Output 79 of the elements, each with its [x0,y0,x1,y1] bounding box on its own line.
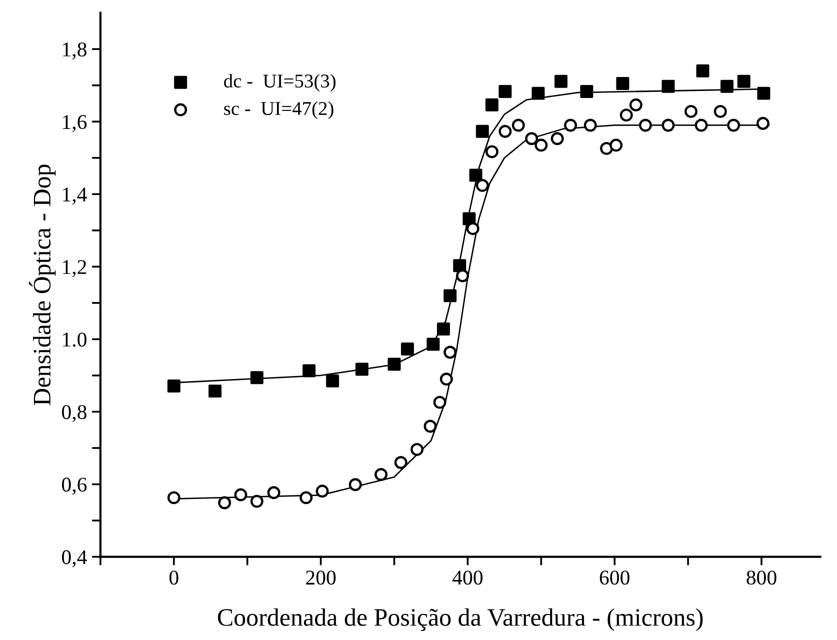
point [638,118,652,132]
point [466,222,480,236]
y-tick-label: 1,8 [63,42,86,60]
point [424,420,437,433]
point [737,74,750,88]
point [485,98,498,112]
y-tick-label: 1.0 [63,332,86,347]
y-tick-label: 1,4 [63,188,87,205]
y-tick-label: 0,4 [62,550,87,568]
point [456,269,470,282]
point [756,116,770,130]
point [476,124,489,138]
point [485,145,498,158]
x-tick-label: 600 [600,570,630,585]
point [250,494,264,508]
point [662,80,675,93]
point [469,168,482,182]
point [208,384,222,398]
x-tick-label: 200 [306,570,336,585]
point [757,86,770,100]
point [167,491,180,504]
y-tick-label: 1,6 [63,115,87,132]
point [696,64,710,78]
legend-label: dc - UI=53(3) [224,74,336,92]
point [394,456,408,469]
point [234,488,248,502]
point [316,484,329,498]
x-tick-label: 0 [169,570,178,585]
point [167,379,180,392]
y-tick-label: 0,8 [62,405,86,422]
point [348,478,362,492]
point [554,74,568,88]
point [662,118,675,132]
point [498,124,512,138]
point [580,85,594,98]
point [534,138,548,152]
point [444,346,457,359]
point [302,364,316,378]
y-tick-label: 0,6 [62,478,87,495]
point [374,468,388,481]
point [512,118,525,132]
point [218,496,232,510]
point [388,358,401,371]
point [444,289,457,302]
legend-label: sc - UI=47(2) [224,101,334,120]
point [684,104,698,118]
point [498,85,512,98]
point [326,374,340,388]
x-tick-label: 800 [746,570,776,585]
point [410,442,424,456]
point [620,108,633,122]
x-tick-label: 400 [452,570,483,585]
point [584,118,597,132]
point [550,132,564,146]
point [440,372,453,386]
point [727,118,740,132]
x-axis-title: Coordenada de Posição da Varredura - (microns) [218,608,703,632]
point [564,118,578,132]
point [600,142,614,155]
point [355,362,368,376]
point [476,178,489,192]
point [720,80,734,93]
point [300,491,313,504]
point [694,118,708,132]
y-tick-label: 1,2 [63,260,86,278]
y-axis-title: Densidade Óptica - Dop [28,164,56,406]
point [616,77,630,90]
point [250,371,264,384]
point [610,138,623,152]
point [629,98,642,112]
point [426,338,440,351]
point [453,259,466,272]
point [433,396,446,409]
point [436,322,450,336]
point [267,486,280,500]
point [400,342,414,356]
point [532,86,545,100]
point [525,132,538,146]
point [714,104,727,118]
